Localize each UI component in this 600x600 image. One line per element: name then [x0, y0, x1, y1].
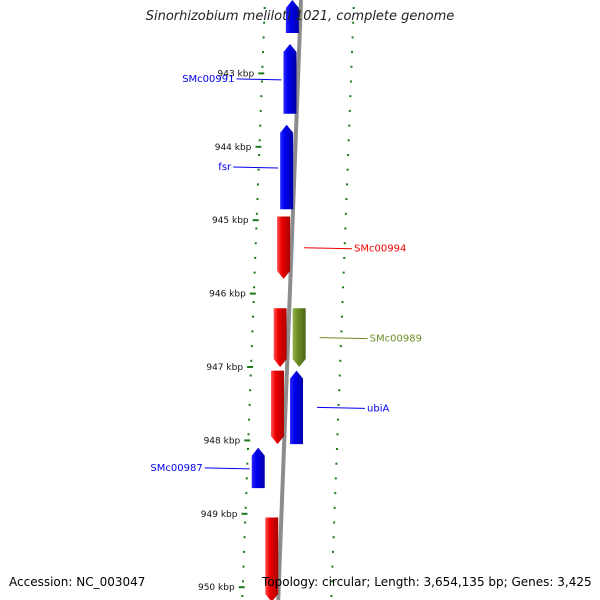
inner-tick-marks [241, 7, 266, 597]
label-leader-line [204, 467, 250, 470]
topology-summary: Topology: circular; Length: 3,654,135 bp… [262, 575, 592, 589]
gene-features [251, 0, 306, 600]
outer-tick-marks [330, 7, 355, 597]
kbp-label: 950 kbp [198, 583, 235, 593]
gene-ubia[interactable] [290, 370, 304, 445]
gene-label[interactable]: SMc00991 [182, 74, 234, 85]
label-leader-line [304, 247, 353, 250]
gene-label[interactable]: SMc00989 [370, 334, 422, 345]
kbp-label: 943 kbp [218, 69, 255, 79]
label-leader-line [233, 166, 279, 169]
gene-red3[interactable] [273, 308, 287, 367]
gene-labels: SMc00991 fsr SMc00994 SMc00989 ubiA SMc00987 [150, 74, 422, 474]
label-leader-line [319, 337, 368, 340]
gene-label[interactable]: SMc00987 [150, 463, 202, 474]
gene-smc00991[interactable] [283, 44, 297, 114]
kbp-label: 948 kbp [204, 436, 241, 446]
gene-smc00994[interactable] [277, 216, 291, 279]
kbp-label: 944 kbp [215, 143, 252, 153]
gene-smc00987[interactable] [251, 447, 265, 489]
gene-smc00989[interactable] [292, 308, 306, 367]
label-leader-line [236, 78, 282, 81]
gene-label[interactable]: fsr [218, 162, 232, 173]
kbp-label: 949 kbp [201, 510, 238, 520]
gene-label[interactable]: SMc00994 [354, 244, 406, 255]
gene-red5[interactable] [265, 517, 279, 600]
gene-label[interactable]: ubiA [367, 403, 389, 414]
gene-fsr[interactable] [280, 124, 294, 210]
map-title: Sinorhizobium meliloti 1021, complete ge… [145, 9, 455, 24]
gene-top[interactable] [285, 0, 299, 34]
kbp-scale: 943 kbp 944 kbp 945 kbp 946 kbp 947 kbp 948 k… [198, 69, 265, 593]
label-leader-line [317, 406, 366, 409]
kbp-label: 945 kbp [212, 216, 249, 226]
gene-red4[interactable] [271, 370, 285, 445]
kbp-label: 946 kbp [209, 290, 246, 300]
accession-text: Accession: NC_003047 [9, 575, 146, 589]
genome-backbone [276, 0, 303, 600]
kbp-label: 947 kbp [206, 363, 243, 373]
